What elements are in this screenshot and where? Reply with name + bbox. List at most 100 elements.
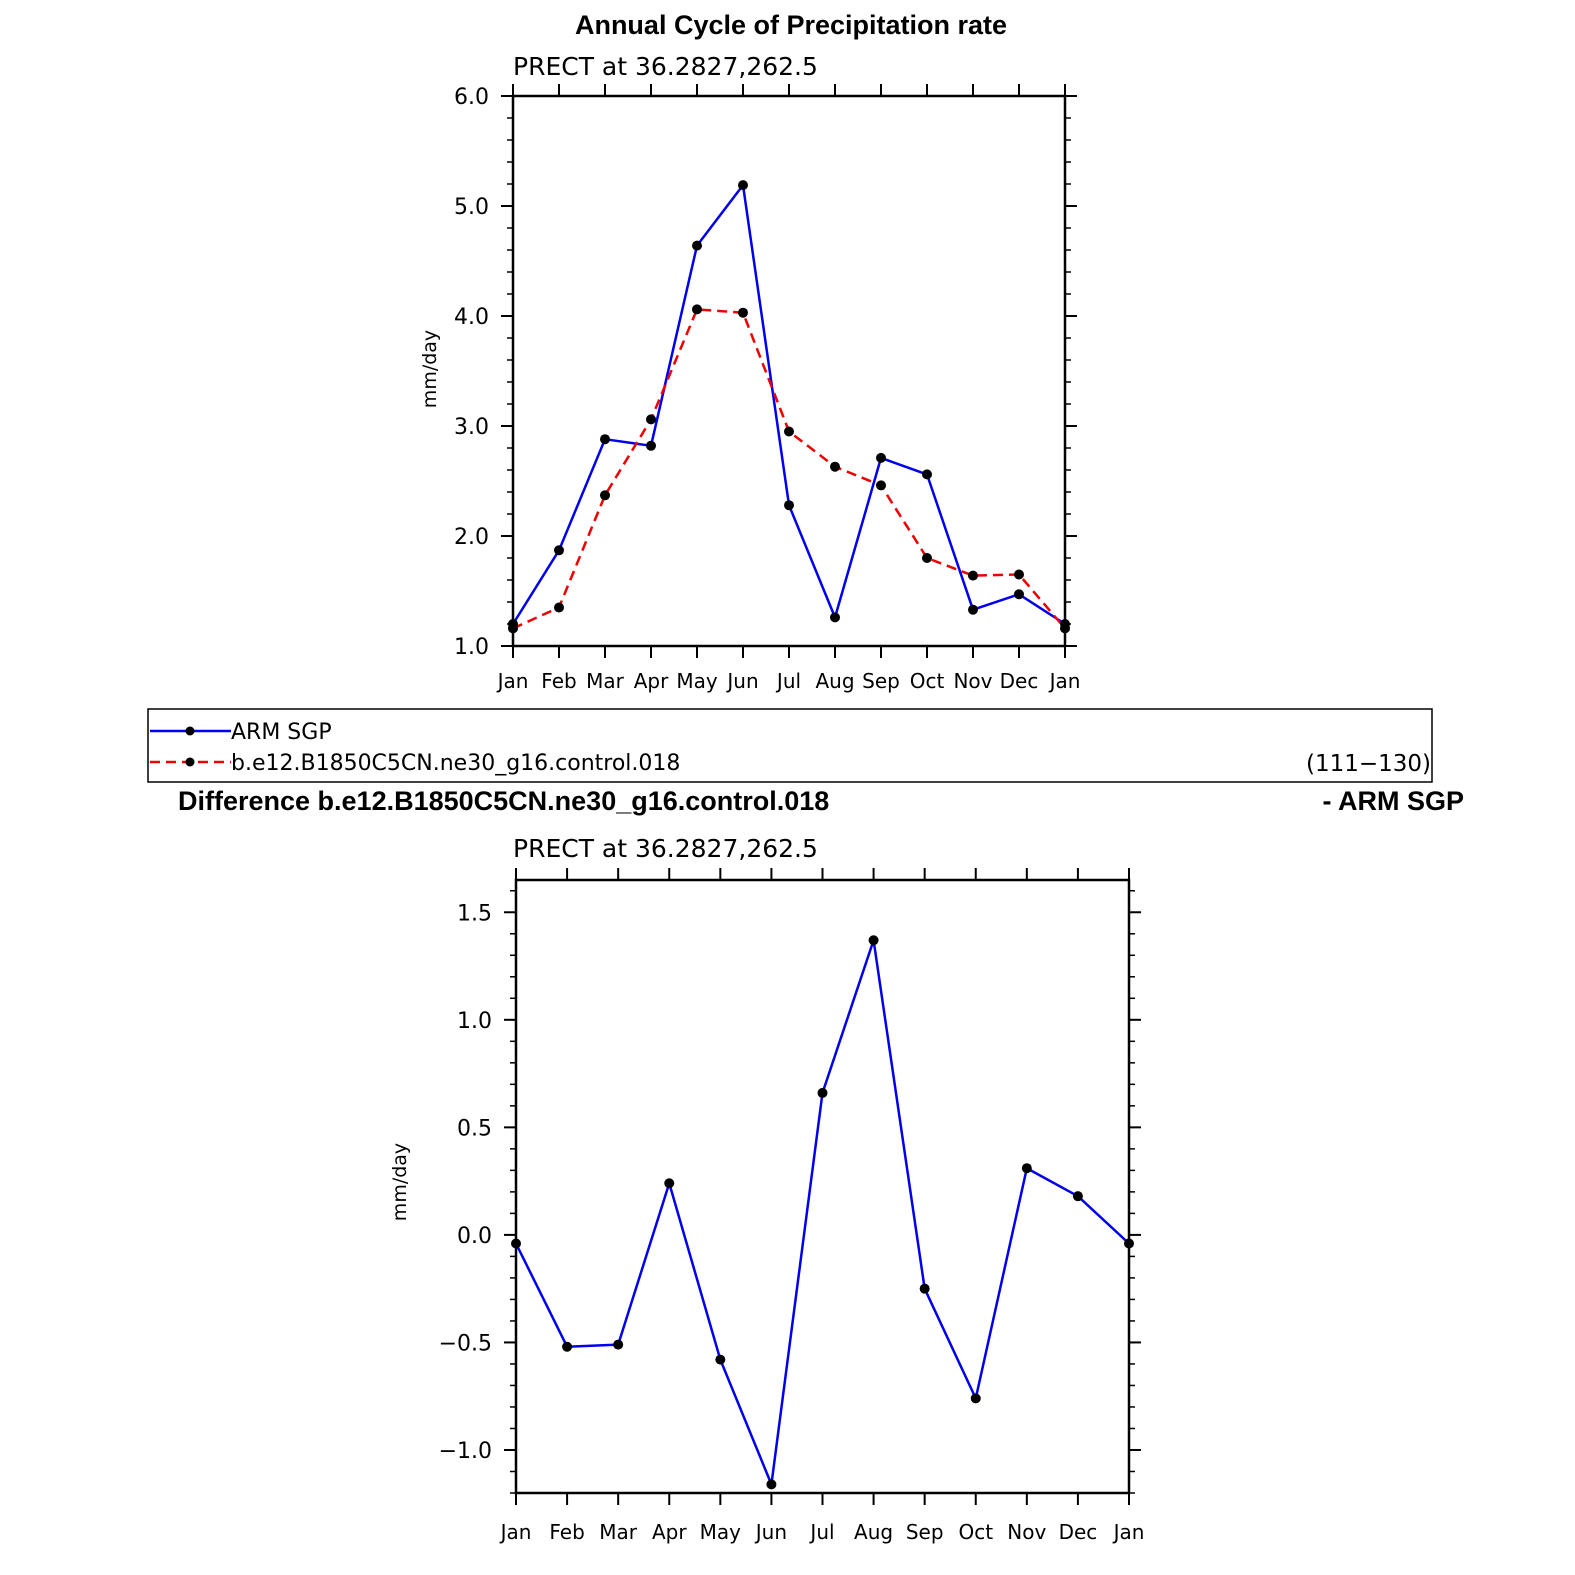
legend-box xyxy=(147,708,1433,783)
top-y-tick-label: 2.0 xyxy=(454,525,489,550)
bottom-x-tick-label: Apr xyxy=(652,1520,687,1544)
top-series-0-point xyxy=(922,469,932,480)
bottom-axes: Jan Feb Mar Apr May Jun Jul Aug Sep Oct Nov Dec Jan −… xyxy=(439,868,1145,1544)
main-title: Annual Cycle of Precipitation rate xyxy=(575,10,1007,40)
top-series-1-point xyxy=(738,307,748,318)
top-x-tick-label: Dec xyxy=(1000,669,1039,693)
top-x-tick-label: Mar xyxy=(586,669,625,693)
top-plot-frame xyxy=(511,94,1067,648)
top-series-0-point xyxy=(600,434,610,445)
bottom-plot-frame xyxy=(514,878,1131,1495)
bottom-y-tick-label: 0.0 xyxy=(457,1224,492,1249)
top-x-tick-label: Nov xyxy=(953,669,992,693)
bottom-series-0-point xyxy=(817,1087,828,1098)
bottom-x-tick-label: Jan xyxy=(1112,1520,1145,1544)
bottom-series-0-point xyxy=(1021,1163,1032,1174)
bottom-subtitle: PRECT at 36.2827,262.5 xyxy=(513,834,818,863)
legend-obs-label: ARM SGP xyxy=(231,720,332,745)
top-series-1-point xyxy=(554,602,564,613)
top-series-1-point xyxy=(600,490,610,501)
top-x-tick-label: Jul xyxy=(775,669,801,693)
top-series-1-point xyxy=(968,570,978,581)
bottom-x-tick-label: Nov xyxy=(1007,1520,1046,1544)
bottom-x-tick-label: Sep xyxy=(906,1520,944,1544)
top-x-tick-label: May xyxy=(676,669,718,693)
bottom-series-0-line xyxy=(514,938,1130,1486)
top-series-1-point xyxy=(508,623,518,634)
bottom-y-tick-label: 1.0 xyxy=(457,1009,492,1034)
bottom-x-tick-label: Mar xyxy=(599,1520,638,1544)
top-series-0-point xyxy=(830,612,840,623)
bottom-x-tick-label: Jun xyxy=(754,1520,787,1544)
top-x-tick-label: Aug xyxy=(815,669,854,693)
bottom-x-tick-label: Feb xyxy=(549,1520,584,1544)
bottom-x-tick-label: Dec xyxy=(1059,1520,1098,1544)
diff-title-right: - ARM SGP xyxy=(1323,786,1465,816)
top-series-0-point xyxy=(968,604,978,615)
bottom-series-0-point xyxy=(715,1354,726,1365)
bottom-y-axis-label: mm/day xyxy=(389,1143,411,1221)
top-y-tick-label: 4.0 xyxy=(454,305,489,330)
bottom-y-tick-label: 0.5 xyxy=(457,1116,492,1141)
bottom-x-tick-label: Jan xyxy=(499,1520,532,1544)
bottom-series-0-point xyxy=(511,1238,521,1249)
bottom-y-tick-label: −0.5 xyxy=(439,1331,492,1356)
bottom-series-0-point xyxy=(562,1341,573,1352)
top-x-tick-label: Jun xyxy=(725,669,758,693)
top-x-tick-label: Apr xyxy=(634,669,669,693)
top-x-tick-label: Feb xyxy=(541,669,576,693)
top-series-1-point xyxy=(1060,623,1070,634)
top-series-1-point xyxy=(646,414,656,425)
top-y-tick-label: 3.0 xyxy=(454,415,489,440)
bottom-y-tick-label: −1.0 xyxy=(439,1439,492,1464)
top-series-0-point xyxy=(1014,589,1024,600)
bottom-series-0-point xyxy=(1072,1191,1083,1202)
bottom-series-0-point xyxy=(1124,1238,1134,1249)
top-x-tick-label: Jan xyxy=(1048,669,1081,693)
top-x-tick-label: Jan xyxy=(496,669,529,693)
top-series-0-point xyxy=(738,180,748,191)
top-series-layer xyxy=(508,180,1070,634)
bottom-series-0-point xyxy=(613,1339,624,1350)
difference-panel: PRECT at 36.2827,262.5 mm/day Jan Feb Mar A… xyxy=(389,834,1144,1544)
bottom-series-0-point xyxy=(970,1393,981,1404)
legend-obs-marker xyxy=(185,726,195,736)
bottom-series-0-point xyxy=(919,1283,930,1294)
top-y-axis-label: mm/day xyxy=(419,330,441,408)
bottom-x-tick-label: Jul xyxy=(808,1520,834,1544)
legend: ARM SGP b.e12.B1850C5CN.ne30_g16.control… xyxy=(147,708,1433,783)
top-axes: Jan Feb Mar Apr May Jun Jul Aug Sep Oct Nov Dec Jan 1… xyxy=(454,84,1080,693)
top-y-tick-label: 5.0 xyxy=(454,195,489,220)
top-x-tick-label: Sep xyxy=(862,669,900,693)
top-series-0-point xyxy=(876,452,886,463)
legend-model-label: b.e12.B1850C5CN.ne30_g16.control.018 xyxy=(231,751,680,776)
top-series-1-point xyxy=(922,553,932,563)
top-series-1-point xyxy=(692,304,702,315)
top-y-tick-label: 1.0 xyxy=(454,635,489,660)
top-series-1-line xyxy=(512,308,1066,630)
top-series-0-point xyxy=(784,500,794,511)
bottom-y-tick-label: 1.5 xyxy=(457,901,492,926)
top-y-tick-label: 6.0 xyxy=(454,85,489,110)
bottom-x-tick-label: May xyxy=(700,1520,742,1544)
bottom-series-layer xyxy=(511,935,1134,1490)
bottom-series-0-point xyxy=(766,1479,777,1490)
top-x-tick-label: Oct xyxy=(910,669,945,693)
legend-model-marker xyxy=(185,757,195,767)
diff-title-left: Difference b.e12.B1850C5CN.ne30_g16.cont… xyxy=(178,786,829,816)
annual-cycle-panel: PRECT at 36.2827,262.5 mm/day Jan Feb Mar A… xyxy=(419,52,1080,693)
top-series-1-point xyxy=(784,426,794,437)
bottom-series-0-point xyxy=(868,935,879,946)
top-series-0-point xyxy=(646,440,656,451)
top-series-1-point xyxy=(876,480,886,491)
top-series-0-point xyxy=(692,240,702,251)
top-series-1-point xyxy=(830,461,840,472)
bottom-x-tick-label: Oct xyxy=(958,1520,993,1544)
top-subtitle: PRECT at 36.2827,262.5 xyxy=(513,52,818,81)
bottom-series-0-point xyxy=(664,1178,675,1189)
top-series-1-point xyxy=(1014,569,1024,580)
legend-year-range: (111−130) xyxy=(1306,751,1431,777)
top-series-0-point xyxy=(554,545,564,556)
bottom-x-tick-label: Aug xyxy=(854,1520,893,1544)
